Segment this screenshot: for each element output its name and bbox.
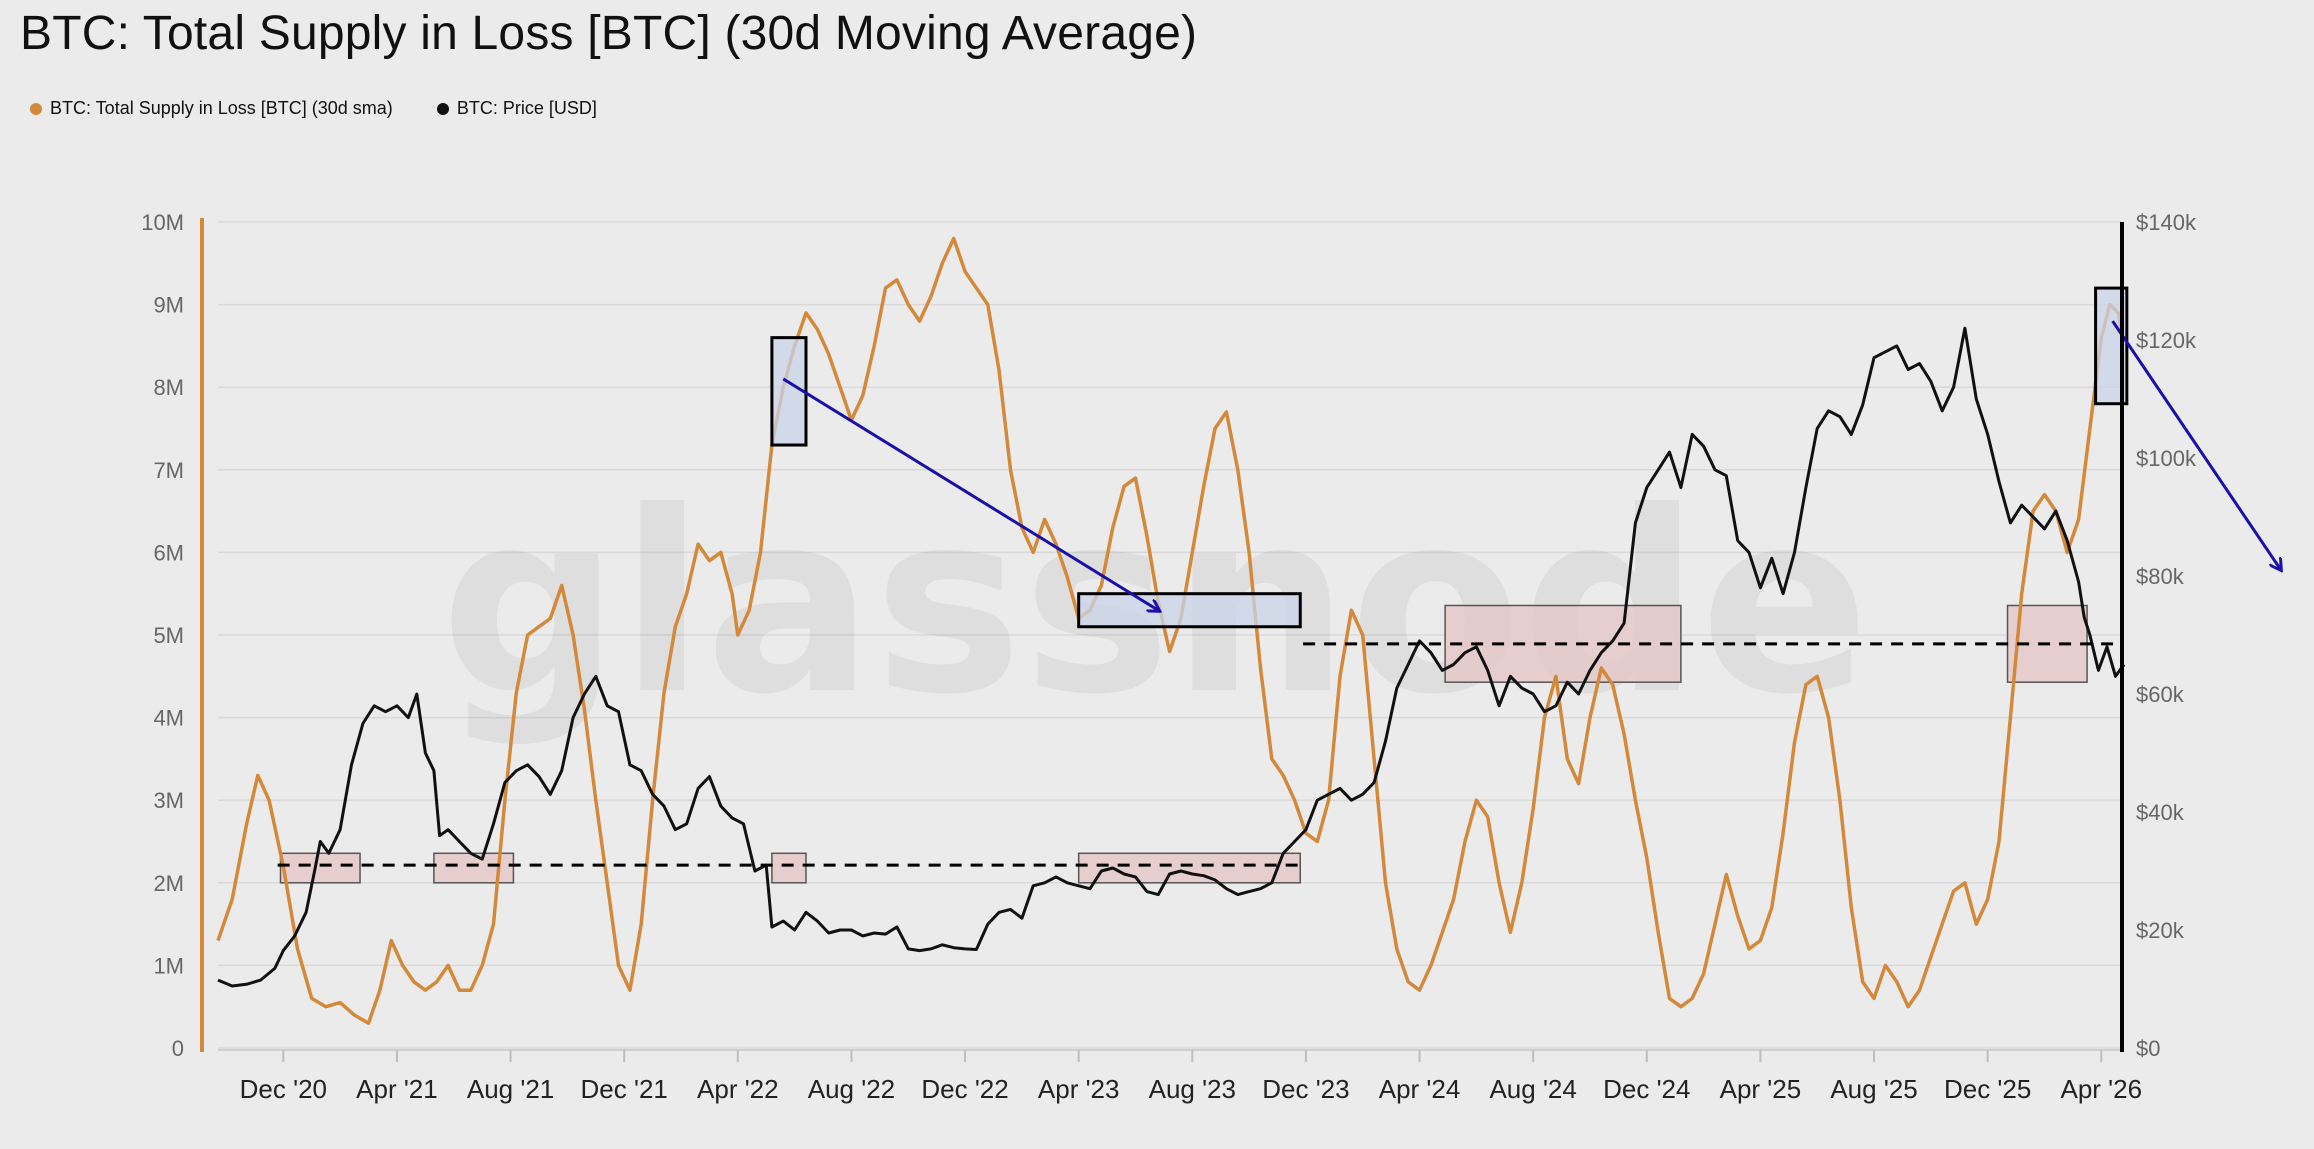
y-right-tick-label: $80k xyxy=(2136,564,2185,589)
highlight-box-blue xyxy=(1077,592,1302,629)
x-tick-label: Aug '21 xyxy=(467,1074,554,1104)
x-tick-label: Aug '24 xyxy=(1489,1074,1576,1104)
x-tick-label: Apr '24 xyxy=(1379,1074,1461,1104)
y-left-tick-label: 3M xyxy=(153,788,184,813)
legend-label-price: BTC: Price [USD] xyxy=(456,98,597,118)
y-right-tick-label: $120k xyxy=(2136,328,2197,353)
legend-label-supply: BTC: Total Supply in Loss [BTC] (30d sma… xyxy=(50,98,393,118)
highlight-box-red xyxy=(433,852,515,884)
x-tick-label: Aug '23 xyxy=(1149,1074,1236,1104)
highlight-box-red xyxy=(771,852,807,884)
y-left-tick-label: 4M xyxy=(153,706,184,731)
y-right-tick-label: $100k xyxy=(2136,446,2197,471)
y-right-tick-label: $140k xyxy=(2136,210,2197,235)
x-tick-label: Dec '22 xyxy=(921,1074,1008,1104)
x-tick-label: Dec '20 xyxy=(240,1074,327,1104)
y-left-tick-label: 2M xyxy=(153,871,184,896)
x-tick-label: Dec '25 xyxy=(1944,1074,2031,1104)
y-left-tick-label: 7M xyxy=(153,458,184,483)
y-left-tick-label: 10M xyxy=(141,210,184,235)
x-tick-label: Apr '22 xyxy=(697,1074,779,1104)
y-left-tick-label: 8M xyxy=(153,375,184,400)
y-right-tick-label: $40k xyxy=(2136,800,2185,825)
legend: BTC: Total Supply in Loss [BTC] (30d sma… xyxy=(30,98,597,119)
x-tick-label: Aug '22 xyxy=(808,1074,895,1104)
x-tick-label: Dec '21 xyxy=(581,1074,668,1104)
chart-title: BTC: Total Supply in Loss [BTC] (30d Mov… xyxy=(20,7,1198,60)
y-right-tick-label: $20k xyxy=(2136,918,2185,943)
legend-item-price[interactable]: BTC: Price [USD] xyxy=(436,98,597,119)
legend-dot-price xyxy=(436,102,449,115)
x-tick-label: Apr '23 xyxy=(1038,1074,1120,1104)
y-left-tick-label: 0 xyxy=(172,1036,184,1061)
x-tick-label: Apr '25 xyxy=(1720,1074,1802,1104)
x-tick-label: Apr '26 xyxy=(2060,1074,2142,1104)
series-line-supply-in-loss xyxy=(216,236,2126,1025)
x-tick-label: Dec '23 xyxy=(1262,1074,1349,1104)
y-left-tick-label: 5M xyxy=(153,623,184,648)
highlight-box-red xyxy=(279,852,361,884)
annotation-arrow xyxy=(2111,320,2281,569)
annotation-arrow xyxy=(782,377,1158,610)
y-left-tick-label: 9M xyxy=(153,293,184,318)
y-right-tick-label: $0 xyxy=(2136,1036,2160,1061)
x-tick-label: Aug '25 xyxy=(1830,1074,1917,1104)
y-left-tick-label: 1M xyxy=(153,953,184,978)
y-left-tick-label: 6M xyxy=(153,540,184,565)
y-right-tick-label: $60k xyxy=(2136,682,2185,707)
x-tick-label: Apr '21 xyxy=(356,1074,438,1104)
legend-item-supply[interactable]: BTC: Total Supply in Loss [BTC] (30d sma… xyxy=(30,98,393,119)
series-line-price xyxy=(217,326,2126,988)
legend-dot-supply xyxy=(30,102,42,115)
x-tick-label: Dec '24 xyxy=(1603,1074,1690,1104)
